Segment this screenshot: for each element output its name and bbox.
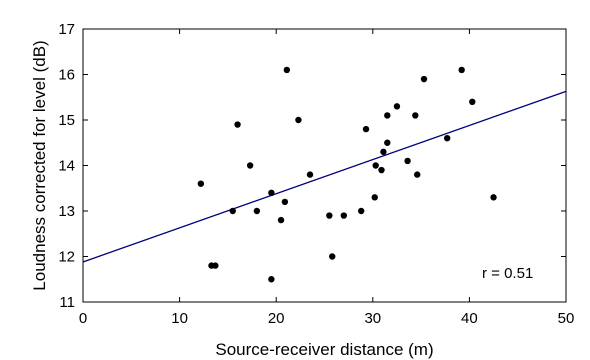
data-point (362, 125, 370, 133)
data-point (371, 194, 378, 201)
data-point (229, 207, 236, 215)
data-point (253, 207, 261, 215)
data-point (372, 162, 379, 169)
y-tick-label: 17 (58, 21, 75, 38)
data-point (414, 171, 421, 178)
data-point (469, 98, 476, 106)
x-tick-label: 10 (171, 310, 188, 327)
data-point (404, 157, 411, 165)
y-tick-label: 12 (58, 249, 75, 266)
data-point (443, 135, 451, 142)
y-tick-label: 15 (58, 112, 75, 129)
y-axis-title: Loudness corrected for level (dB) (30, 40, 49, 290)
x-axis-title: Source-receiver distance (m) (215, 340, 433, 359)
data-point (380, 148, 387, 156)
regression-line (82, 90, 567, 263)
data-point (295, 116, 302, 124)
data-points (197, 66, 497, 283)
data-point (384, 139, 391, 146)
data-point (234, 121, 241, 128)
y-tick-labels: 11 12 13 14 15 16 17 (58, 21, 75, 311)
y-tick-label: 13 (58, 203, 75, 220)
data-point (246, 162, 254, 169)
data-point (212, 262, 219, 269)
data-point (384, 112, 391, 119)
x-tick-label: 0 (79, 310, 87, 327)
y-tick-label: 14 (58, 158, 75, 175)
data-point (393, 103, 401, 110)
data-point (412, 112, 419, 119)
data-point (306, 171, 314, 178)
plot-area-frame (82, 28, 567, 303)
data-point (197, 180, 205, 187)
data-point (340, 212, 348, 219)
data-point (458, 66, 465, 74)
data-point (268, 189, 275, 196)
data-point (378, 166, 385, 174)
y-tick-label: 16 (58, 67, 75, 84)
y-tick-label: 11 (59, 294, 75, 311)
x-tick-label: 50 (558, 310, 575, 327)
data-point (326, 212, 333, 219)
data-point (283, 66, 291, 74)
data-point (329, 253, 336, 260)
data-point (277, 216, 285, 224)
axis-ticks (82, 28, 567, 303)
data-point (358, 207, 365, 215)
data-point (268, 276, 275, 283)
x-tick-labels: 0 10 20 30 40 50 (79, 310, 575, 327)
correlation-annotation: r = 0.51 (482, 265, 533, 282)
x-tick-label: 30 (364, 310, 381, 327)
data-point (490, 194, 497, 201)
x-tick-label: 40 (461, 310, 478, 327)
x-tick-label: 20 (268, 310, 285, 327)
data-point (281, 198, 289, 206)
regression-line-layer (82, 90, 567, 263)
data-point (420, 75, 428, 83)
